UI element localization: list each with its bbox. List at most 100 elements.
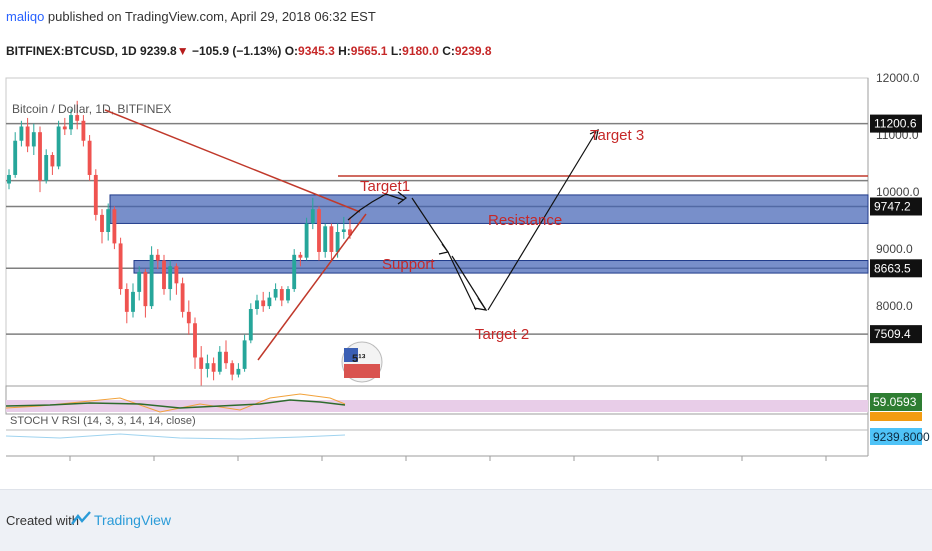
candle: [137, 266, 142, 301]
candle-body: [217, 351, 222, 372]
candle-body: [62, 126, 67, 130]
candle-body: [205, 363, 210, 369]
price-labels: 11200.6 9747.2 8663.5 7509.4: [870, 114, 922, 344]
footer: Created with TradingView: [0, 489, 932, 551]
candle-body: [19, 126, 24, 141]
tradingview-brand[interactable]: TradingView: [94, 512, 172, 528]
candle-body: [31, 132, 36, 147]
y-tick-label: 10000.0: [876, 185, 920, 199]
low-label: L:: [390, 44, 403, 58]
candle-body: [180, 283, 185, 312]
candle-body: [13, 140, 18, 175]
symbol-name: BITFINEX:BTCUSD, 1D: [6, 44, 137, 58]
candle: [292, 249, 297, 292]
indicator-price-line: [5, 433, 346, 440]
symbol-ohlc-line: BITFINEX:BTCUSD, 1D 9239.8▼ −105.9 (−1.1…: [6, 44, 492, 58]
price-label-box: [870, 197, 922, 216]
candle-body: [7, 174, 11, 184]
candle-body: [255, 300, 259, 309]
candle: [180, 277, 185, 318]
candle-body: [286, 289, 290, 301]
candle-body: [242, 340, 247, 369]
candle-body: [211, 363, 216, 372]
open-label: O:: [284, 44, 299, 58]
price-label: 11200.6: [874, 117, 917, 131]
price-label-box: [870, 114, 922, 133]
candle: [273, 283, 278, 301]
candle-body: [100, 214, 104, 232]
candle-body: [348, 229, 352, 236]
candle: [131, 283, 135, 318]
price-chart[interactable]: Bitcoin / Dollar, 1D, BITFINEX Target1 R…: [0, 72, 932, 462]
candle: [44, 149, 49, 184]
candle: [286, 286, 290, 304]
candle: [118, 237, 123, 295]
candle: [267, 291, 272, 309]
candle-body: [174, 266, 179, 284]
candle: [279, 286, 284, 307]
candle: [162, 254, 166, 295]
candle-body: [162, 260, 166, 290]
candle-body: [186, 311, 191, 324]
time-axis-ticks: [69, 456, 827, 461]
candle-body: [304, 223, 309, 258]
candle: [193, 317, 197, 369]
high-label: H:: [338, 44, 351, 58]
candle: [168, 260, 173, 301]
candle: [174, 263, 179, 295]
candle-body: [81, 120, 86, 141]
candle-body: [230, 363, 235, 375]
resistance-annotation: Resistance: [488, 212, 562, 229]
candle-body: [143, 271, 148, 307]
stoch-d-line: [5, 399, 346, 409]
candle: [13, 132, 18, 178]
target1-annotation: Target1: [360, 178, 410, 195]
candle-body: [292, 254, 297, 290]
price-label-box: [870, 325, 922, 344]
price-label: 9747.2: [874, 199, 911, 213]
candle: [323, 223, 328, 258]
candle-body: [279, 289, 284, 301]
candle: [143, 269, 148, 318]
indicator-value-box: [870, 393, 922, 411]
candle: [56, 120, 61, 170]
candle: [298, 251, 303, 267]
tradingview-logo-icon[interactable]: [70, 510, 92, 528]
news-badge-icon[interactable]: 5¹³: [341, 341, 383, 383]
author-link[interactable]: maliqo: [6, 9, 45, 24]
candle-body: [124, 289, 129, 312]
candle: [329, 223, 334, 261]
indicator-band: [6, 400, 868, 412]
indicator-label: STOCH V RSI (14, 3, 3, 14, 14, close): [10, 415, 196, 427]
high-value: 9565.1: [350, 44, 388, 58]
projection-path: [347, 128, 599, 311]
stoch-k-line: [5, 393, 346, 413]
candle-body: [341, 229, 346, 232]
close-value: 9239.8: [454, 44, 492, 58]
candle: [112, 206, 117, 250]
candle: [341, 216, 346, 239]
ascending-trendline: [257, 213, 367, 361]
target3-annotation: Target 3: [590, 127, 644, 144]
candle-body: [93, 174, 98, 215]
candle: [155, 249, 160, 270]
candle: [93, 169, 98, 221]
candle: [19, 120, 24, 147]
candle-body: [236, 368, 241, 375]
y-tick-label: 9000.0: [876, 242, 913, 256]
candle-body: [310, 209, 315, 224]
candle: [205, 354, 210, 378]
descending-trendline: [104, 109, 361, 213]
candles: [7, 100, 352, 386]
candle: [7, 169, 11, 190]
candle-body: [335, 232, 340, 252]
target2-annotation: Target 2: [475, 326, 529, 343]
indicator-value: 59.0593: [873, 395, 917, 409]
candle: [149, 246, 154, 309]
low-value: 9180.0: [402, 44, 439, 58]
candle: [304, 217, 309, 261]
candle-body: [106, 209, 111, 232]
y-tick-label: 12000.0: [876, 72, 920, 85]
created-with-text: Created with: [6, 513, 79, 528]
candle-body: [329, 226, 334, 252]
